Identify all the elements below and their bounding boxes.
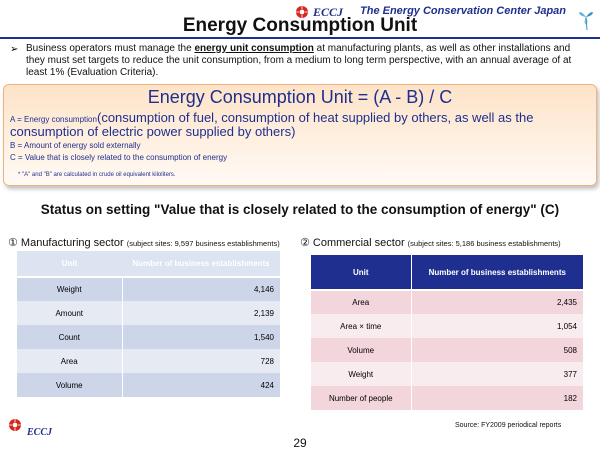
count-cell: 508 [411,338,583,362]
unit-cell: Weight [17,277,123,301]
formula-note: * "A" and "B" are calculated in crude oi… [18,172,176,178]
table-row: Area × time 1,054 [311,314,583,338]
unit-cell: Number of people [311,386,412,410]
unit-cell: Area [17,349,123,373]
bullet-arrow-icon: ➢ [10,44,19,55]
count-cell: 377 [411,362,583,386]
eccj-logo-icon [9,419,21,431]
table-row: Volume 508 [311,338,583,362]
unit-cell: Amount [17,301,123,325]
table-row: Weight 4,146 [17,277,280,301]
unit-cell: Weight [311,362,412,386]
footer-brand-name: ECCJ [27,427,53,438]
intro-text-after: at manufacturing plants, as well as othe… [26,43,572,78]
unit-cell: Volume [17,373,123,397]
commercial-heading-label: ② Commercial sector [300,237,405,249]
table-row: Count 1,540 [17,325,280,349]
definition-c: C = Value that is closely related to the… [10,153,228,162]
unit-cell: Area [311,290,412,314]
table-row: Weight 377 [311,362,583,386]
intro-emphasis: energy unit consumption [194,43,314,54]
formula-title: Energy Consumption Unit = (A - B) / C [147,87,453,107]
page-title: Energy Consumption Unit [182,15,418,36]
table-row: Area 728 [17,349,280,373]
clover-emblem-icon [579,12,593,31]
intro-text-before: Business operators must manage the [26,43,195,54]
unit-cell: Count [17,325,123,349]
column-header-count: Number of business establishments [411,255,583,291]
count-cell: 182 [411,386,583,410]
column-header-count: Number of business establishments [122,251,280,278]
title-divider [0,37,600,39]
count-cell: 1,054 [411,314,583,338]
count-cell: 1,540 [122,325,280,349]
count-cell: 4,146 [122,277,280,301]
status-heading: Status on setting "Value that is closely… [40,202,560,217]
commercial-heading: ② Commercial sector (subject sites: 5,18… [300,236,561,249]
table-row: Volume 424 [17,373,280,397]
definition-b: B = Amount of energy sold externally [10,141,141,150]
unit-cell: Volume [311,338,412,362]
page-number: 29 [293,436,307,450]
table-row: Number of people 182 [311,386,583,410]
commercial-table: Unit Number of business establishments A… [311,255,583,410]
eccj-logo-icon [296,6,308,18]
count-cell: 2,435 [411,290,583,314]
table-row: Area 2,435 [311,290,583,314]
intro-paragraph: Business operators must manage the energ… [26,43,586,79]
count-cell: 2,139 [122,301,280,325]
table-header-row: Unit Number of business establishments [311,255,583,291]
table-header-row: Unit Number of business establishments [17,251,280,278]
definition-a-label: A = Energy consumption [10,115,97,124]
manufacturing-heading: ① Manufacturing sector (subject sites: 9… [8,236,280,249]
count-cell: 424 [122,373,280,397]
formula-box [3,84,597,186]
table-row: Amount 2,139 [17,301,280,325]
unit-cell: Area × time [311,314,412,338]
definition-a-detail: (consumption of fuel, consumption of hea… [10,110,534,139]
manufacturing-subtitle: (subject sites: 9,597 business establish… [126,239,280,248]
manufacturing-table: Unit Number of business establishments W… [17,251,280,397]
organization-name: The Energy Conservation Center Japan [360,5,566,17]
commercial-subtitle: (subject sites: 5,186 business establish… [407,239,561,248]
source-note: Source: FY2009 periodical reports [455,422,562,429]
brand-name: ECCJ [313,5,344,19]
column-header-unit: Unit [17,251,122,278]
manufacturing-heading-label: ① Manufacturing sector [8,237,124,249]
column-header-unit: Unit [311,255,412,291]
count-cell: 728 [122,349,280,373]
